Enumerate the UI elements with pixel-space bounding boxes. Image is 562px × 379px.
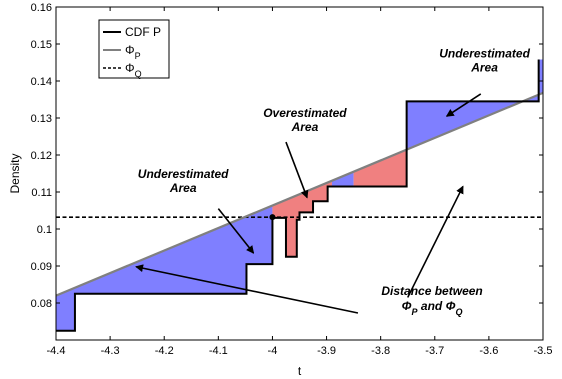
y-tick-label: 0.09	[31, 261, 52, 273]
region-over-3	[354, 101, 407, 186]
x-tick-label: -3.5	[534, 345, 553, 357]
annotation-dist-arrow-2	[408, 186, 463, 297]
y-tick-label: 0.1	[37, 224, 52, 236]
annotation-under1-text: Underestimated Area	[138, 167, 229, 195]
x-tick-label: -4.2	[155, 345, 174, 357]
intersection-marker	[269, 214, 275, 220]
annotation-over-text: Overestimated Area	[263, 106, 347, 134]
x-tick-label: -3.7	[425, 345, 444, 357]
y-tick-label: 0.13	[31, 113, 52, 125]
y-tick-label: 0.11	[31, 187, 52, 199]
x-tick-label: -3.8	[371, 345, 390, 357]
annotation-over-arrow	[286, 142, 307, 198]
y-tick-label: 0.15	[31, 39, 52, 51]
x-tick-label: -4.4	[47, 345, 66, 357]
y-axis-title: Density	[8, 153, 22, 193]
y-tick-label: 0.14	[31, 76, 52, 88]
x-tick-label: -3.9	[317, 345, 336, 357]
x-tick-label: -4	[268, 345, 278, 357]
annotation-under2-text: Underestimated Area	[439, 47, 530, 75]
y-tick-label: 0.12	[31, 150, 52, 162]
region-under-0	[56, 205, 272, 330]
y-tick-label: 0.08	[31, 298, 52, 310]
x-tick-label: -4.3	[101, 345, 120, 357]
annotation-dist-text: Distance between ΦP and ΦQ	[381, 284, 482, 317]
legend-label-0: CDF P	[125, 25, 161, 39]
x-tick-label: -4.1	[209, 345, 228, 357]
y-tick-label: 0.16	[31, 2, 52, 14]
x-axis-title: t	[298, 364, 302, 378]
x-tick-label: -3.6	[479, 345, 498, 357]
